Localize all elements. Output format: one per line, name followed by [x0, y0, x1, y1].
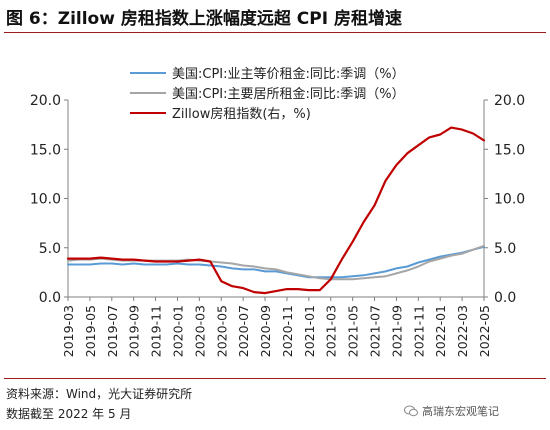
y-right-tick-label: 5.0	[494, 241, 516, 257]
series-line-3	[66, 126, 486, 295]
x-tick-label: 2021-07	[368, 305, 383, 357]
title-bar: 图 6：Zillow 房租指数上涨幅度远超 CPI 房租增速	[0, 0, 550, 30]
x-tick-label: 2021-05	[346, 305, 361, 357]
x-tick-label: 2020-11	[280, 305, 295, 357]
y-left-tick-label: 10.0	[30, 192, 61, 208]
y-left-tick-label: 15.0	[30, 142, 61, 158]
footer-rule	[4, 378, 546, 379]
wechat-icon	[404, 405, 418, 417]
x-tick-label: 2019-11	[149, 305, 164, 357]
legend-label-3: Zillow房租指数(右，%)	[172, 106, 311, 122]
x-tick-label: 2019-09	[127, 305, 142, 357]
watermark-text: 高瑞东宏观笔记	[422, 405, 499, 418]
date-note: 数据截至 2022 年 5 月	[6, 407, 132, 421]
title-rule	[4, 32, 546, 33]
x-tick-label: 2021-01	[302, 305, 317, 357]
x-tick-label: 2021-11	[411, 305, 426, 357]
x-tick-label: 2022-05	[477, 305, 492, 357]
x-tick-label: 2021-09	[389, 305, 404, 357]
x-tick-label: 2022-01	[433, 305, 448, 357]
y-left-tick-label: 0.0	[39, 290, 61, 306]
x-tick-label: 2019-03	[61, 305, 76, 357]
y-left-tick-label: 20.0	[30, 93, 61, 109]
x-tick-label: 2019-07	[105, 305, 120, 357]
watermark: 高瑞东宏观笔记	[404, 403, 499, 419]
x-tick-label: 2020-07	[236, 305, 251, 357]
legend-label-2: 美国:CPI:主要居所租金:同比:季调（%）	[172, 86, 405, 102]
y-right-tick-label: 0.0	[494, 290, 516, 306]
y-right-tick-label: 20.0	[494, 93, 525, 109]
x-tick-label: 2019-05	[83, 305, 98, 357]
y-left-tick-label: 5.0	[39, 241, 61, 257]
source-note: 资料来源：Wind，光大证券研究所	[6, 387, 193, 401]
line-chart: 0.0 5.0 10.0 15.0 20.0 0.0 5.0 10.0 15.0 20.0 2019…	[30, 66, 525, 357]
x-tick-label: 2021-03	[324, 305, 339, 357]
y-right-tick-label: 15.0	[494, 142, 525, 158]
x-tick-label: 2020-03	[192, 305, 207, 357]
legend-label-1: 美国:CPI:业主等价租金:同比:季调（%）	[172, 66, 405, 82]
x-tick-label: 2020-09	[258, 305, 273, 357]
series-line-1	[67, 245, 485, 279]
x-tick-label: 2020-01	[170, 305, 185, 357]
x-tick-label: 2022-03	[455, 305, 470, 357]
y-right-tick-label: 10.0	[494, 192, 525, 208]
figure-title: 图 6：Zillow 房租指数上涨幅度远超 CPI 房租增速	[6, 9, 402, 29]
x-tick-label: 2020-05	[214, 305, 229, 357]
